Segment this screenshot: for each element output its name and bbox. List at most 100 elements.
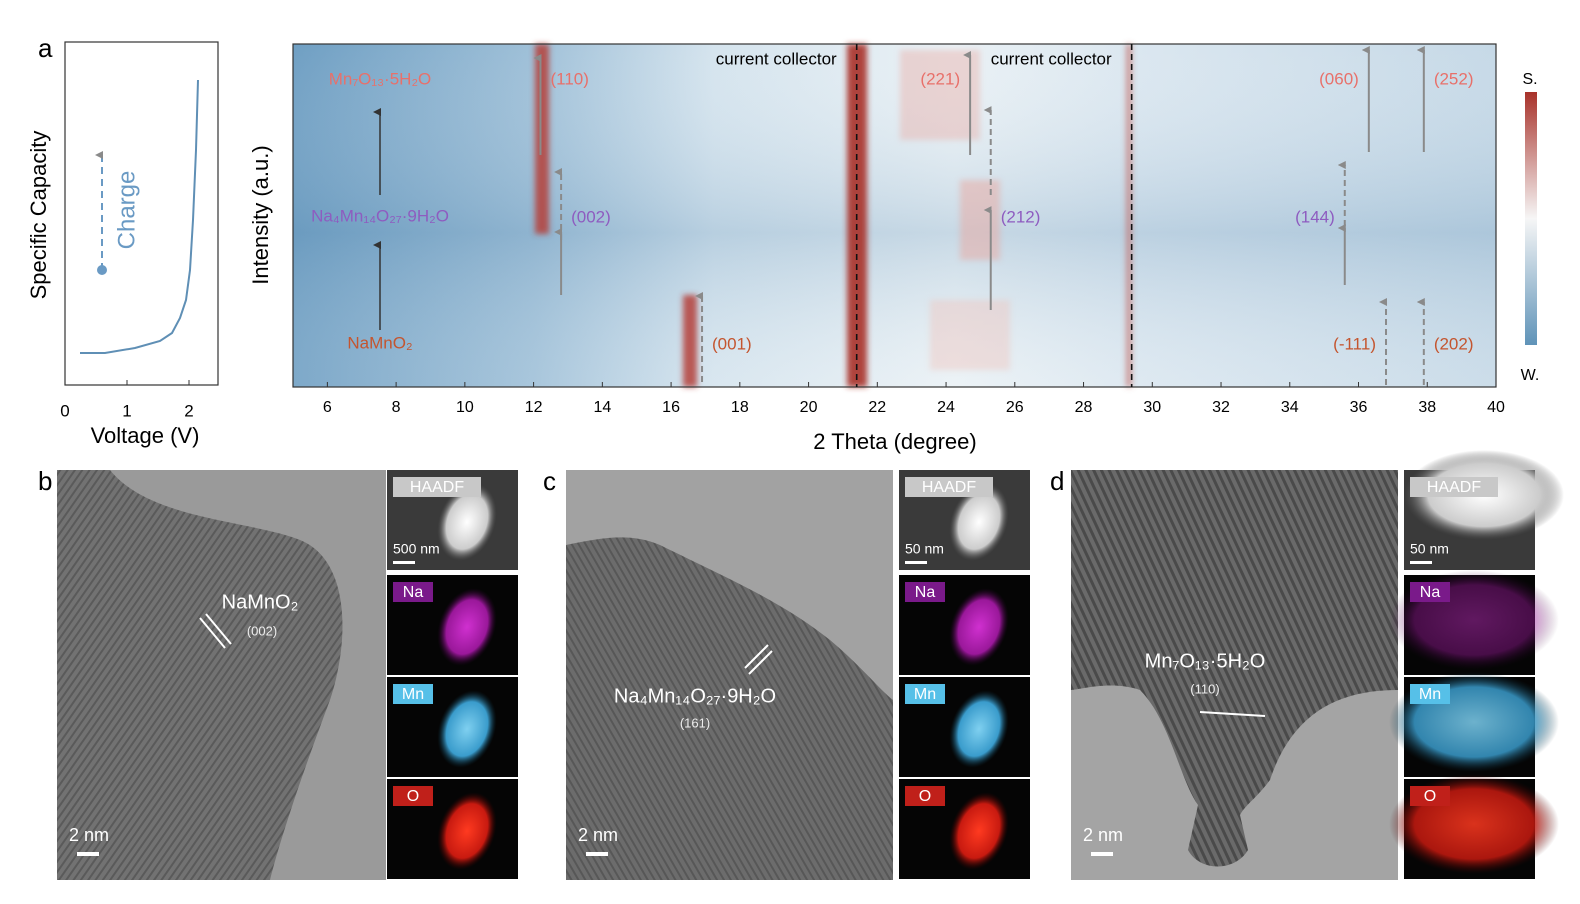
x-tick-label: 26 bbox=[1006, 399, 1024, 416]
lattice-marker bbox=[744, 644, 769, 669]
map-label: HAADF bbox=[922, 479, 976, 496]
map-label-box bbox=[1410, 684, 1450, 704]
peak-label: (221) bbox=[920, 69, 960, 88]
eds-scale-bar bbox=[1410, 561, 1432, 564]
map-label: O bbox=[919, 788, 931, 805]
lattice-marker bbox=[1199, 711, 1266, 717]
x-tick-label: 1 bbox=[122, 401, 131, 420]
heatmap-band bbox=[900, 50, 980, 140]
x-tick-label: 20 bbox=[800, 399, 818, 416]
scale-bar bbox=[586, 852, 608, 856]
lattice-marker bbox=[205, 613, 232, 645]
panel-letter: a bbox=[38, 33, 53, 63]
eds-signal bbox=[437, 690, 497, 768]
x-axis-label: Voltage (V) bbox=[91, 423, 200, 448]
eds-signal bbox=[437, 483, 497, 561]
collector-label: current collector bbox=[991, 49, 1112, 68]
x-tick-label: 6 bbox=[323, 399, 332, 416]
eds-signal bbox=[949, 588, 1009, 666]
map-label: O bbox=[407, 788, 419, 805]
eds-signal bbox=[437, 792, 497, 870]
x-tick-label: 38 bbox=[1418, 399, 1436, 416]
x-axis-label: 2 Theta (degree) bbox=[813, 429, 976, 454]
charge-curve bbox=[80, 79, 199, 354]
map-label-box bbox=[1410, 786, 1450, 806]
plane-label: (110) bbox=[1190, 681, 1219, 696]
peak-label: (252) bbox=[1434, 69, 1474, 88]
phase-label: NaMnO₂ bbox=[222, 591, 299, 613]
panel-letter: c bbox=[543, 466, 556, 496]
lattice-marker bbox=[748, 650, 773, 675]
scale-bar bbox=[77, 852, 99, 856]
eds-scale-label: 50 nm bbox=[905, 541, 944, 557]
map-label: Na bbox=[915, 584, 936, 601]
map-label-box bbox=[393, 477, 481, 497]
map-label: HAADF bbox=[1427, 479, 1481, 496]
peak-label: (060) bbox=[1319, 69, 1359, 88]
colorbar bbox=[1525, 92, 1537, 345]
y-axis-label: Specific Capacity bbox=[26, 131, 51, 300]
plane-label: (002) bbox=[247, 623, 277, 638]
peak-label: (212) bbox=[1001, 207, 1041, 226]
peak-label: (144) bbox=[1295, 207, 1335, 226]
particle bbox=[566, 537, 893, 880]
peak-label: (110) bbox=[550, 69, 588, 88]
phase-label: Mn₇O₁₃·5H₂O bbox=[1145, 650, 1266, 672]
phase-label: Na₄Mn₁₄O₂₇·9H₂O bbox=[614, 685, 776, 707]
scale-label: 2 nm bbox=[69, 825, 109, 845]
x-tick-label: 0 bbox=[60, 401, 69, 420]
lattice-marker bbox=[199, 617, 226, 649]
peak-label: (002) bbox=[571, 207, 611, 226]
phase-label: NaMnO₂ bbox=[347, 333, 412, 352]
y-axis-label: Intensity (a.u.) bbox=[248, 145, 273, 284]
map-label-box bbox=[1410, 582, 1450, 602]
map-label: Mn bbox=[1419, 686, 1441, 703]
map-label: Mn bbox=[914, 686, 936, 703]
x-tick-label: 8 bbox=[392, 399, 401, 416]
x-tick-label: 16 bbox=[662, 399, 680, 416]
map-label: Mn bbox=[402, 686, 424, 703]
eds-scale-bar bbox=[905, 561, 927, 564]
map-label: O bbox=[1424, 788, 1436, 805]
map-label-box bbox=[905, 582, 945, 602]
scale-bar bbox=[1091, 852, 1113, 856]
x-tick-label: 12 bbox=[525, 399, 543, 416]
map-label-box bbox=[393, 582, 433, 602]
eds-signal bbox=[949, 483, 1009, 561]
heatmap-band bbox=[1126, 44, 1132, 387]
eds-signal bbox=[437, 588, 497, 666]
map-label: HAADF bbox=[410, 479, 464, 496]
eds-scale-label: 50 nm bbox=[1410, 541, 1449, 557]
map-label-box bbox=[393, 684, 433, 704]
map-label-box bbox=[393, 786, 433, 806]
map-label: Na bbox=[1420, 584, 1441, 601]
scale-label: 2 nm bbox=[1083, 825, 1123, 845]
eds-signal bbox=[949, 690, 1009, 768]
x-tick-label: 2 bbox=[184, 401, 193, 420]
collector-label: current collector bbox=[716, 49, 837, 68]
peak-label: (202) bbox=[1434, 334, 1474, 353]
map-label-box bbox=[905, 477, 993, 497]
eds-signal bbox=[949, 792, 1009, 870]
plane-label: (161) bbox=[680, 715, 710, 730]
plot-frame bbox=[64, 41, 219, 386]
x-tick-label: 10 bbox=[456, 399, 474, 416]
charge-start bbox=[97, 265, 107, 275]
map-label-box bbox=[905, 684, 945, 704]
phase-label: Mn₇O₁₃·5H₂O bbox=[329, 69, 432, 88]
x-tick-label: 22 bbox=[868, 399, 886, 416]
peak-label: (001) bbox=[712, 334, 752, 353]
x-tick-label: 14 bbox=[593, 399, 611, 416]
x-tick-label: 32 bbox=[1212, 399, 1230, 416]
x-tick-label: 18 bbox=[731, 399, 749, 416]
charge-label: Charge bbox=[113, 171, 140, 250]
panel-letter: d bbox=[1050, 466, 1064, 496]
x-tick-label: 28 bbox=[1075, 399, 1093, 416]
eds-scale-label: 500 nm bbox=[393, 541, 440, 557]
eds-scale-bar bbox=[393, 561, 415, 564]
x-tick-label: 40 bbox=[1487, 399, 1505, 416]
x-tick-label: 34 bbox=[1281, 399, 1299, 416]
map-label: Na bbox=[403, 584, 424, 601]
heatmap-band bbox=[960, 180, 1000, 260]
